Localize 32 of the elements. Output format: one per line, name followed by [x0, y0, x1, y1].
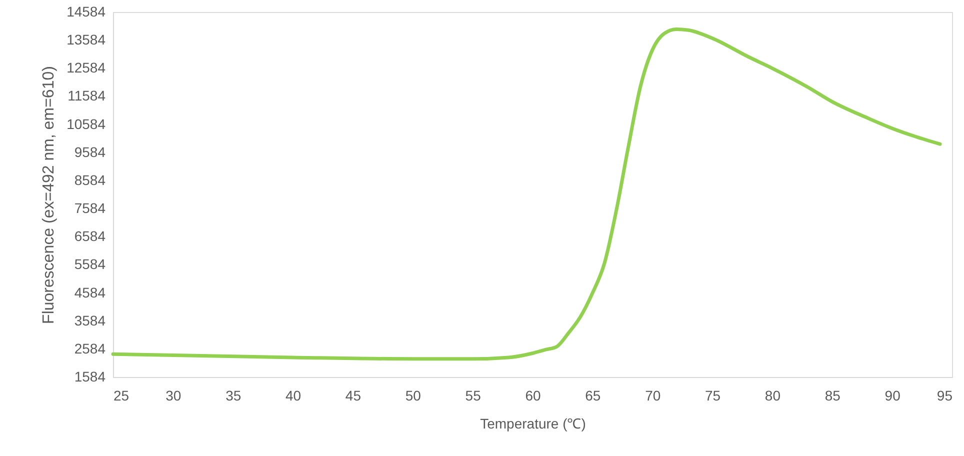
y-tick-label: 6584	[74, 228, 106, 244]
x-axis-title: Temperature (℃)	[480, 416, 586, 432]
x-tick-label: 30	[166, 388, 182, 404]
x-tick-label: 95	[936, 388, 953, 404]
x-tick-label: 75	[704, 388, 721, 404]
x-tick-label: 50	[405, 388, 422, 404]
x-tick-label: 80	[764, 388, 781, 404]
x-tick-label: 70	[645, 388, 661, 404]
y-tick-label: 3584	[74, 312, 106, 328]
x-tick-label: 40	[285, 388, 302, 404]
y-tick-label: 9584	[74, 144, 106, 160]
y-tick-label: 4584	[74, 284, 106, 300]
y-tick-label: 2584	[74, 340, 106, 356]
y-axis-title: Fluorescence (ex=492 nm, em=610)	[40, 66, 58, 324]
y-tick-label: 10584	[66, 116, 106, 132]
y-tick-label: 12584	[66, 60, 106, 76]
y-tick-label: 8584	[74, 172, 106, 188]
y-tick-label: 1584	[74, 368, 106, 384]
x-tick-label: 65	[585, 388, 601, 404]
x-tick-label: 25	[114, 388, 130, 404]
x-tick-label: 45	[345, 388, 362, 404]
y-tick-label: 7584	[74, 200, 106, 216]
line-series	[111, 27, 942, 361]
x-tick-label: 60	[525, 388, 541, 404]
x-tick-label: 35	[226, 388, 242, 404]
x-tick-label: 55	[465, 388, 482, 404]
x-tick-label: 85	[824, 388, 841, 404]
y-tick-label: 13584	[66, 32, 106, 48]
y-tick-label: 11584	[68, 88, 106, 104]
y-tick-label: 14584	[66, 4, 106, 20]
y-tick-label: 5584	[74, 256, 106, 272]
x-tick-label: 90	[884, 388, 901, 404]
